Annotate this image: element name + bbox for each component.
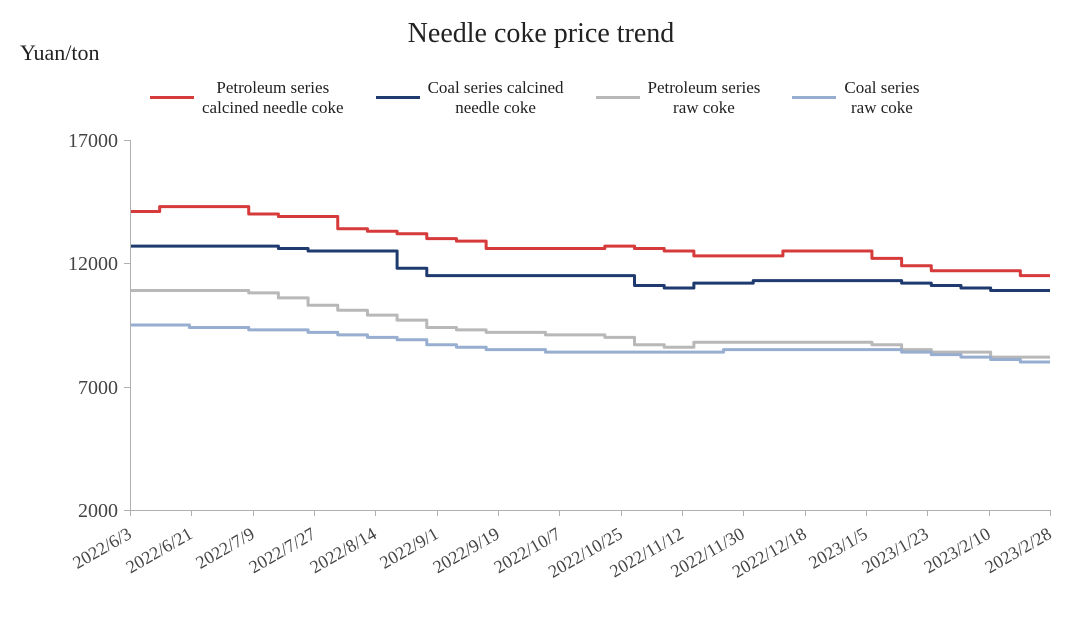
legend-item: Petroleum seriesraw coke (596, 78, 761, 117)
x-tick-mark (927, 510, 928, 516)
y-tick-label: 2000 (38, 500, 118, 523)
x-tick-mark (559, 510, 560, 516)
legend-swatch (376, 96, 420, 99)
series-line (130, 290, 1050, 357)
x-tick-mark (314, 510, 315, 516)
y-tick-label: 7000 (38, 377, 118, 400)
x-tick-mark (375, 510, 376, 516)
legend-item: Coal seriesraw coke (792, 78, 919, 117)
x-tick-mark (805, 510, 806, 516)
legend-label: Coal series calcinedneedle coke (428, 78, 564, 117)
y-tick-label: 17000 (38, 130, 118, 153)
legend-swatch (596, 96, 640, 99)
legend-label: Petroleum seriesraw coke (648, 78, 761, 117)
x-tick-mark (191, 510, 192, 516)
x-tick-mark (989, 510, 990, 516)
x-tick-mark (743, 510, 744, 516)
chart-title: Needle coke price trend (0, 18, 1082, 50)
x-tick-mark (498, 510, 499, 516)
x-tick-mark (253, 510, 254, 516)
y-axis-line (130, 140, 131, 510)
chart-legend: Petroleum seriescalcined needle coke Coal… (150, 78, 919, 117)
x-tick-mark (437, 510, 438, 516)
chart-lines-svg (130, 140, 1050, 510)
series-line (130, 325, 1050, 362)
y-tick-label: 12000 (38, 253, 118, 276)
y-tick-mark (124, 140, 130, 141)
series-line (130, 246, 1050, 290)
x-tick-mark (621, 510, 622, 516)
y-tick-mark (124, 387, 130, 388)
legend-item: Coal series calcinedneedle coke (376, 78, 564, 117)
plot-area (130, 140, 1050, 510)
legend-swatch (792, 96, 836, 99)
x-axis-line (130, 510, 1050, 511)
legend-swatch (150, 96, 194, 99)
series-line (130, 207, 1050, 276)
x-tick-mark (130, 510, 131, 516)
x-tick-mark (866, 510, 867, 516)
needle-coke-price-chart: Needle coke price trend Yuan/ton Petrole… (0, 0, 1082, 634)
x-tick-mark (1050, 510, 1051, 516)
y-axis-label: Yuan/ton (20, 40, 99, 66)
legend-item: Petroleum seriescalcined needle coke (150, 78, 344, 117)
x-tick-mark (682, 510, 683, 516)
legend-label: Petroleum seriescalcined needle coke (202, 78, 344, 117)
y-tick-mark (124, 263, 130, 264)
legend-label: Coal seriesraw coke (844, 78, 919, 117)
